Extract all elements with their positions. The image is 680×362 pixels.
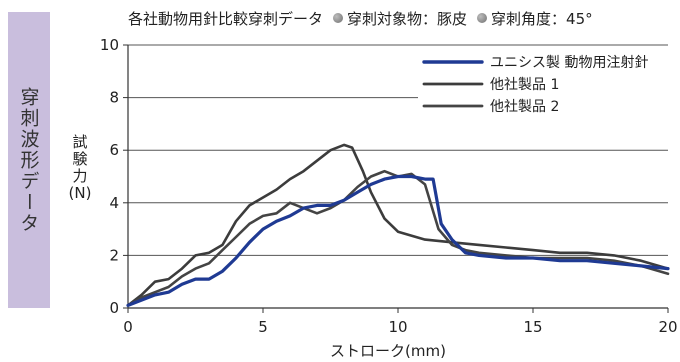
legend-label: 他社製品 2 <box>490 99 559 115</box>
x-axis-label: ストローク(mm) <box>330 342 446 360</box>
side-tab-label: 穿刺波形データ <box>17 86 40 234</box>
y-axis-label: 試験力 (N) <box>62 134 98 202</box>
x-tick-label: 0 <box>123 318 133 336</box>
meta-angle: 穿刺角度：45° <box>477 8 593 29</box>
bullet-icon <box>477 13 488 23</box>
x-tick-label: 15 <box>523 318 542 336</box>
y-axis-label-line: (N) <box>68 184 92 202</box>
y-axis-label-line: 験 <box>72 150 88 168</box>
y-tick-label: 0 <box>109 299 119 317</box>
series-line-1 <box>126 174 670 307</box>
chart-header: 各社動物用針比較穿刺データ 穿刺対象物：豚皮 穿刺角度：45° <box>128 6 593 30</box>
legend-label: ユニシス製 動物用注射針 <box>490 55 648 71</box>
y-tick-label: 10 <box>100 36 119 54</box>
x-tick-label: 5 <box>258 318 268 336</box>
x-tick-label: 20 <box>658 318 677 336</box>
y-tick-label: 2 <box>109 246 119 264</box>
y-tick-label: 4 <box>109 194 119 212</box>
y-tick-label: 6 <box>109 141 119 159</box>
chart-title: 各社動物用針比較穿刺データ <box>128 9 324 28</box>
y-tick-label: 8 <box>109 89 119 107</box>
meta-target-label: 穿刺対象物：豚皮 <box>347 9 468 28</box>
y-axis-label-line: 力 <box>72 167 88 185</box>
series-line-3 <box>126 169 670 307</box>
series-line-2 <box>126 143 670 307</box>
bullet-icon <box>333 13 344 23</box>
meta-target: 穿刺対象物：豚皮 <box>333 8 467 29</box>
side-tab: 穿刺波形データ <box>8 12 50 308</box>
y-axis-label-line: 試 <box>72 133 88 151</box>
meta-angle-label: 穿刺角度：45° <box>491 9 593 28</box>
x-tick-label: 10 <box>388 318 407 336</box>
legend-label: 他社製品 1 <box>490 77 559 93</box>
